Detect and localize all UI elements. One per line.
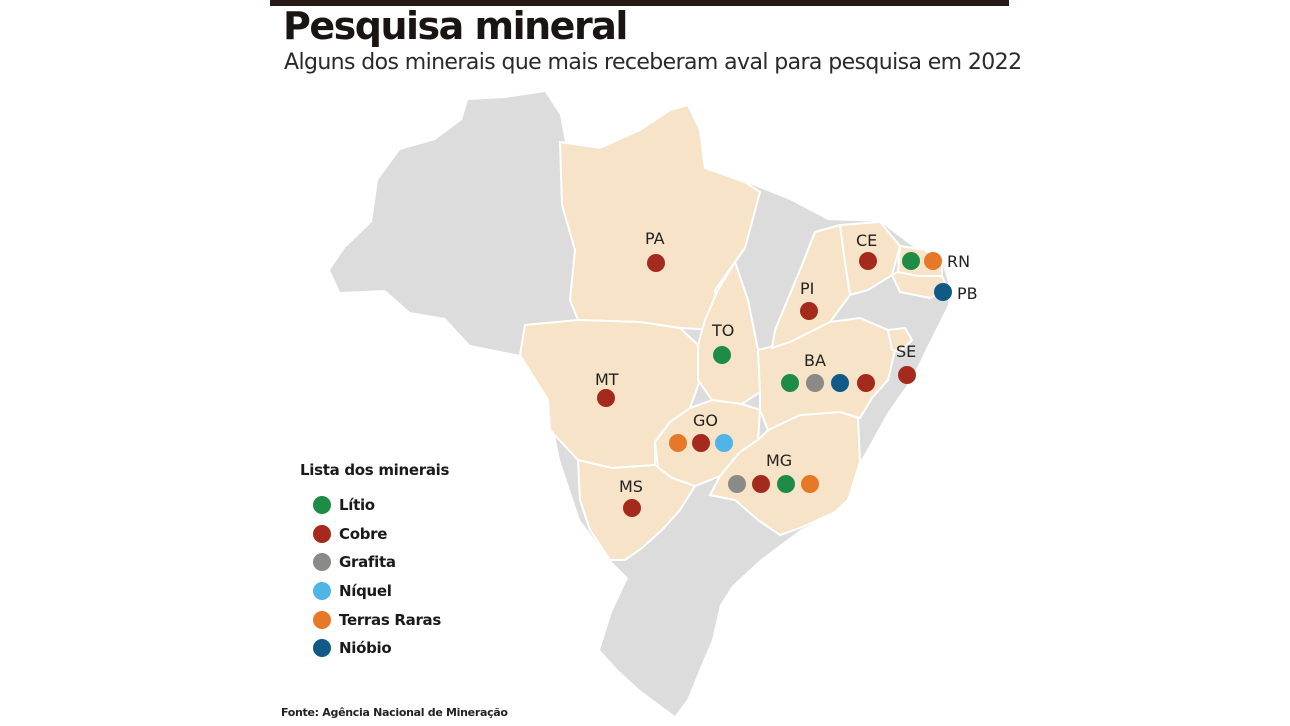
state-label-ce: CE <box>856 231 877 250</box>
state-shape-ba <box>756 316 897 432</box>
marker-se-cobre <box>898 366 916 384</box>
state-label-ms: MS <box>619 477 643 496</box>
marker-pi-cobre <box>800 302 818 320</box>
state-label-rn: RN <box>947 252 970 271</box>
legend-item-label: Nióbio <box>339 639 392 658</box>
marker-rn-terras-raras <box>924 252 942 270</box>
marker-mg-terras-raras <box>801 475 819 493</box>
top-rule <box>270 0 1009 6</box>
orange-dot-icon <box>313 610 331 629</box>
state-shape-se <box>886 326 914 354</box>
legend-item: Grafita <box>313 548 449 577</box>
state-label-pb: PB <box>957 284 978 303</box>
state-shape-mg <box>708 410 862 537</box>
legend-item: Terras Raras <box>313 605 449 634</box>
marker-ba-grafita <box>806 374 824 392</box>
legend-title: Lista dos minerais <box>300 461 450 479</box>
legend-item-label: Lítio <box>339 496 375 515</box>
state-label-pa: PA <box>645 229 665 248</box>
state-shape-pa <box>558 103 762 332</box>
state-label-go: GO <box>693 411 718 430</box>
mineral-markers <box>597 252 952 517</box>
green-dot-icon <box>313 496 331 515</box>
legend-items: Lítio Cobre Grafita Níquel Terras Raras Nióbi… <box>300 491 449 663</box>
state-label-mt: MT <box>595 370 619 389</box>
dark-blue-dot-icon <box>313 639 331 658</box>
gray-dot-icon <box>313 553 331 572</box>
red-dot-icon <box>313 524 331 543</box>
marker-mt-cobre <box>597 389 615 407</box>
page-subtitle: Alguns dos minerais que mais receberam a… <box>284 50 1022 75</box>
state-shapes <box>518 103 950 561</box>
marker-ba-cobre <box>857 374 875 392</box>
state-label-se: SE <box>896 342 916 361</box>
marker-ce-cobre <box>859 252 877 270</box>
marker-ms-cobre <box>623 499 641 517</box>
page-title: Pesquisa mineral <box>283 4 628 48</box>
legend-item: Nióbio <box>313 634 449 663</box>
legend-item-label: Cobre <box>339 524 388 543</box>
marker-mg-grafita <box>728 475 746 493</box>
marker-go-cobre <box>692 434 710 452</box>
marker-rn-lítio <box>902 252 920 270</box>
marker-go-níquel <box>715 434 733 452</box>
marker-to-lítio <box>713 346 731 364</box>
marker-mg-lítio <box>777 475 795 493</box>
legend: Lista dos minerais Lítio Cobre Grafita Níqu… <box>300 461 449 663</box>
legend-item: Cobre <box>313 520 449 549</box>
state-labels: PA MT TO GO MS MG BA PI CE RN PB SE <box>595 229 978 496</box>
marker-go-terras-raras <box>669 434 687 452</box>
legend-item-label: Níquel <box>339 582 392 601</box>
marker-mg-cobre <box>752 475 770 493</box>
legend-item: Níquel <box>313 577 449 606</box>
legend-item: Lítio <box>313 491 449 520</box>
marker-pb-nióbio <box>934 283 952 301</box>
source-note: Fonte: Agência Nacional de Mineração <box>281 706 508 719</box>
marker-pa-cobre <box>647 254 665 272</box>
state-shape-pb <box>890 270 950 300</box>
marker-ba-lítio <box>781 374 799 392</box>
marker-ba-nióbio <box>831 374 849 392</box>
state-label-pi: PI <box>800 279 814 298</box>
state-label-ba: BA <box>804 351 826 370</box>
light-blue-dot-icon <box>313 582 331 601</box>
legend-item-label: Terras Raras <box>339 610 442 629</box>
legend-item-label: Grafita <box>339 553 396 572</box>
state-label-to: TO <box>711 321 734 340</box>
state-label-mg: MG <box>766 451 792 470</box>
